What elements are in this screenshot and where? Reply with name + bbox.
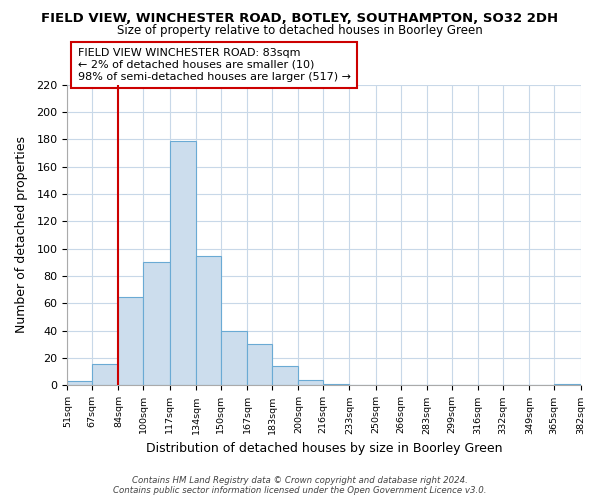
Y-axis label: Number of detached properties: Number of detached properties [15,136,28,334]
Text: Size of property relative to detached houses in Boorley Green: Size of property relative to detached ho… [117,24,483,37]
Text: Contains HM Land Registry data © Crown copyright and database right 2024.
Contai: Contains HM Land Registry data © Crown c… [113,476,487,495]
Bar [196,256,221,386]
Bar [298,380,323,386]
Bar [118,296,143,386]
Bar [143,262,170,386]
Text: FIELD VIEW, WINCHESTER ROAD, BOTLEY, SOUTHAMPTON, SO32 2DH: FIELD VIEW, WINCHESTER ROAD, BOTLEY, SOU… [41,12,559,26]
Bar [92,364,118,386]
Bar [247,344,272,386]
Text: FIELD VIEW WINCHESTER ROAD: 83sqm
← 2% of detached houses are smaller (10)
98% o: FIELD VIEW WINCHESTER ROAD: 83sqm ← 2% o… [77,48,350,82]
Bar [67,382,92,386]
Bar [272,366,298,386]
Bar [554,384,581,386]
Bar [221,330,247,386]
Bar [323,384,349,386]
X-axis label: Distribution of detached houses by size in Boorley Green: Distribution of detached houses by size … [146,442,502,455]
Bar [170,140,196,386]
